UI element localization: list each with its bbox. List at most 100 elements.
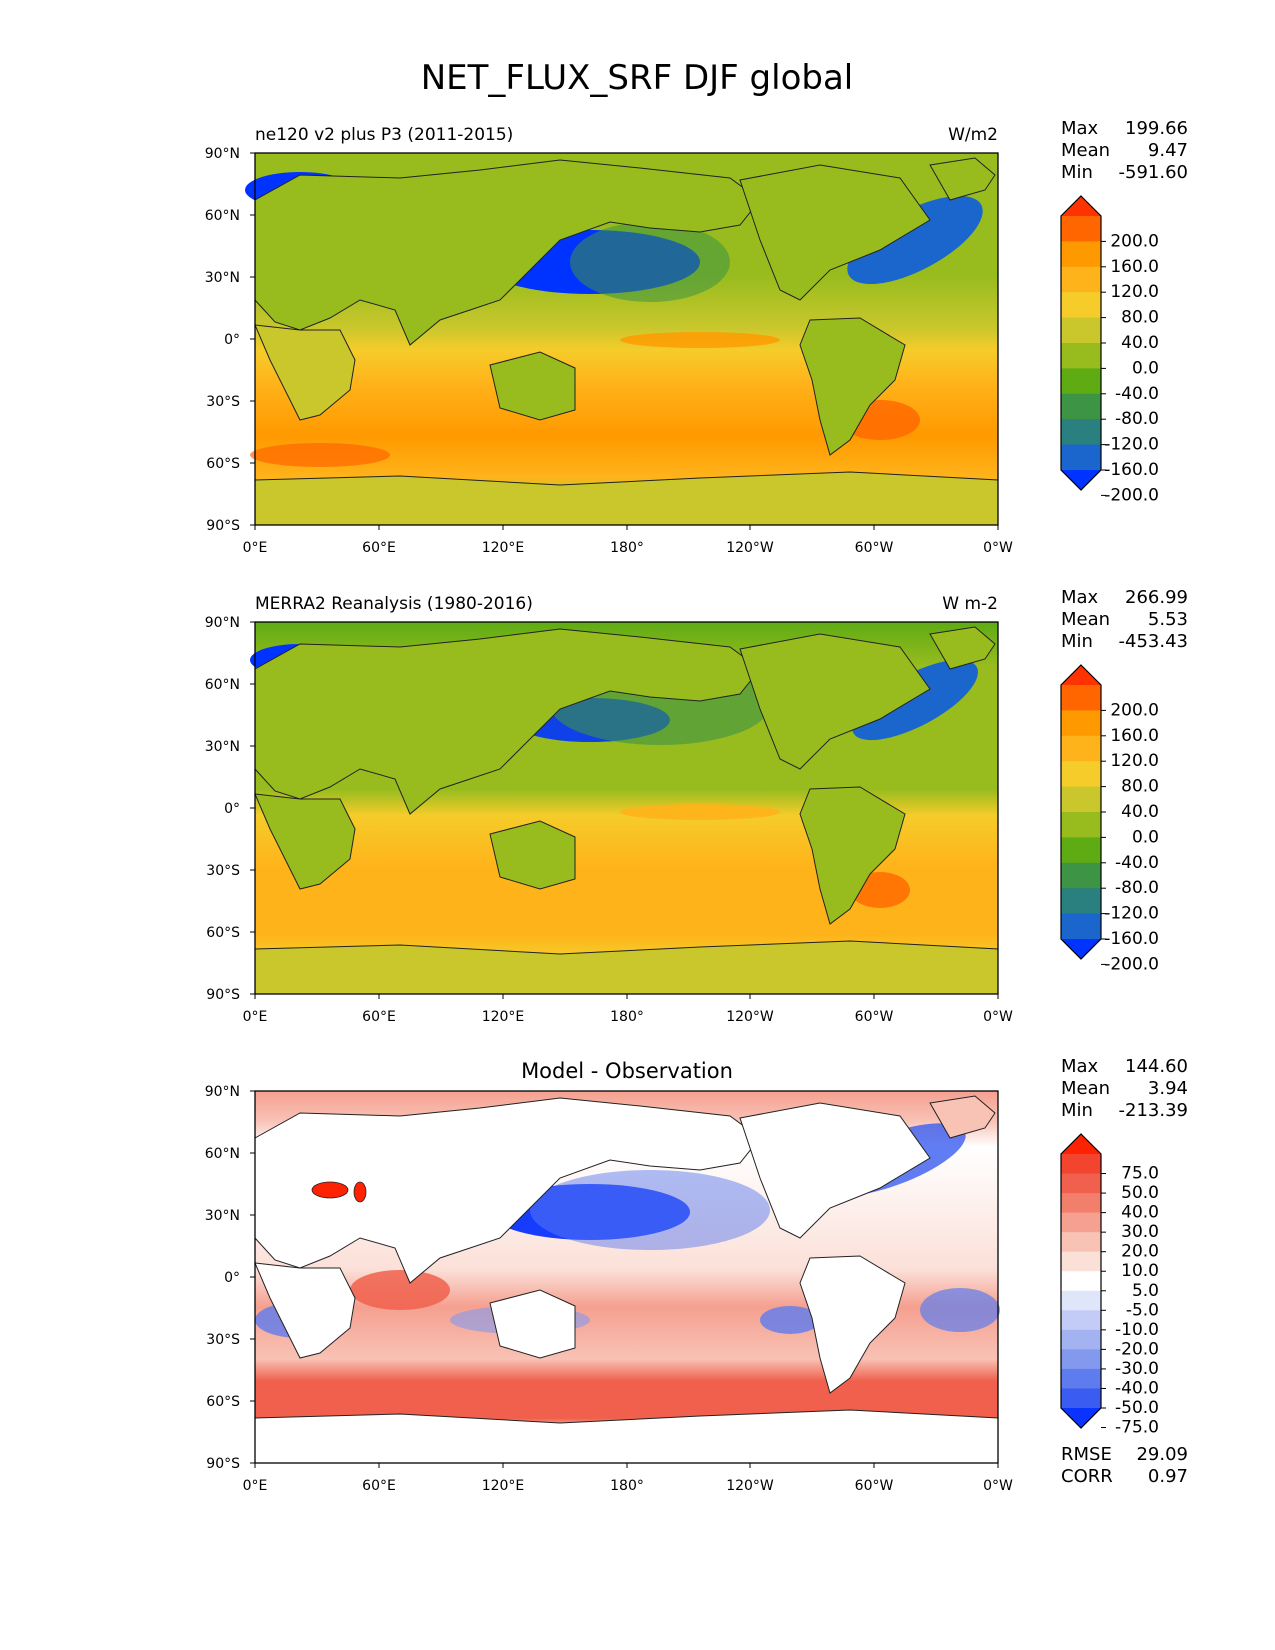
colorbar-swatch (1061, 419, 1101, 446)
ytick-label: 90°S (206, 1456, 240, 1472)
colorbar-tick-label: -40.0 (1115, 384, 1159, 404)
ytick-label: 30°S (206, 1332, 240, 1348)
stat-mean-value: 3.94 (1148, 1078, 1188, 1099)
colorbar-tick-label: -30.0 (1115, 1359, 1159, 1379)
stat-min-label: Min (1061, 1100, 1093, 1121)
panel-model-yticks: 90°N 60°N 30°N 0° 30°S 60°S 90°S (205, 146, 255, 534)
xtick-label: 180° (610, 540, 644, 556)
xtick-label: 60°W (855, 540, 894, 556)
panel-obs-title: MERRA2 Reanalysis (1980-2016) (255, 594, 533, 614)
colorbar-tick-label: 120.0 (1110, 751, 1159, 771)
colorbar-swatch (1061, 317, 1101, 344)
colorbar-outline (1060, 1133, 1102, 1429)
colorbar-extend-min (1061, 939, 1101, 959)
colorbar-swatch (1061, 786, 1101, 813)
ytick-label: 0° (224, 1270, 240, 1286)
colorbar-swatch (1061, 1349, 1101, 1370)
ytick-label: 60°N (205, 208, 240, 224)
panel-model-map (245, 152, 999, 526)
colorbar-outline (1060, 664, 1102, 960)
colorbar-tick-label: 200.0 (1110, 231, 1159, 251)
colorbar-swatch (1061, 1271, 1101, 1292)
xtick-label: 60°W (855, 1478, 894, 1494)
colorbar-tick-label: -160.0 (1104, 929, 1159, 949)
colorbar-swatch (1061, 913, 1101, 940)
panel-diff-stats: Max 144.60 Mean 3.94 Min -213.39 (1061, 1056, 1188, 1121)
panel-model-units: W/m2 (948, 125, 998, 145)
ytick-label: 0° (224, 332, 240, 348)
ytick-label: 30°N (205, 1208, 240, 1224)
corr-value: 0.97 (1148, 1466, 1188, 1487)
panel-obs: MERRA2 Reanalysis (1980-2016) W m-2 (205, 587, 1188, 1025)
continents (254, 157, 999, 526)
xtick-label: 0°E (243, 540, 268, 556)
colorbar-tick-label: -200.0 (1104, 954, 1159, 974)
colorbar-swatch (1061, 735, 1101, 762)
colorbar-swatch (1061, 1173, 1101, 1194)
panel-diff-xticks: 0°E 60°E 120°E 180° 120°W 60°W 0°W (243, 1463, 1013, 1494)
corr-label: CORR (1061, 1466, 1113, 1487)
stat-min-value: -213.39 (1119, 1100, 1188, 1121)
ytick-label: 60°S (206, 925, 240, 941)
xtick-label: 120°E (482, 1478, 525, 1494)
colorbar-swatch (1061, 1212, 1101, 1233)
colorbar-swatch (1061, 1329, 1101, 1350)
colorbar-swatch (1061, 862, 1101, 889)
continents (254, 626, 999, 995)
colorbar-tick-label: 20.0 (1121, 1242, 1159, 1262)
stat-max-value: 266.99 (1125, 587, 1188, 608)
colorbar-tick-label: -160.0 (1104, 460, 1159, 480)
panel-model-stats: Max 199.66 Mean 9.47 Min -591.60 (1061, 118, 1188, 183)
colorbar-swatch (1061, 368, 1101, 395)
colorbar-tick-label: -40.0 (1115, 853, 1159, 873)
panel-obs-colorbar: 200.0 160.0 120.0 80.0 40.0 0.0 -40.0 -80.0 -120… (1060, 664, 1159, 974)
xtick-label: 60°W (855, 1009, 894, 1025)
xtick-label: 60°E (362, 540, 396, 556)
colorbar-extend-max (1061, 196, 1101, 216)
rmse-value: 29.09 (1136, 1444, 1188, 1465)
colorbar-tick-label: -80.0 (1115, 878, 1159, 898)
gulf-stream-low (847, 195, 983, 285)
xtick-label: 60°E (362, 1478, 396, 1494)
stat-max-label: Max (1061, 587, 1099, 608)
xtick-label: 120°E (482, 540, 525, 556)
colorbar-tick-label: -40.0 (1115, 1378, 1159, 1398)
stat-mean-value: 9.47 (1148, 140, 1188, 161)
colorbar-swatch (1061, 1232, 1101, 1253)
stat-max-value: 199.66 (1125, 118, 1188, 139)
colorbar-tick-label: 80.0 (1121, 308, 1159, 328)
stat-max-label: Max (1061, 118, 1099, 139)
stat-mean-label: Mean (1061, 609, 1110, 630)
panel-model: ne120 v2 plus P3 (2011-2015) W/m2 (205, 118, 1188, 556)
colorbar-tick-label: 0.0 (1132, 827, 1159, 847)
colorbar-swatch (1061, 1388, 1101, 1409)
colorbar-swatch (1061, 1193, 1101, 1214)
colorbar-swatch (1061, 292, 1101, 319)
ytick-label: 60°S (206, 456, 240, 472)
ytick-label: 30°S (206, 394, 240, 410)
colorbar-extend-max (1061, 1134, 1101, 1154)
colorbar-swatch (1061, 1154, 1101, 1175)
colorbar-extend-min (1061, 470, 1101, 490)
colorbar-tick-label: -120.0 (1104, 904, 1159, 924)
colorbar-extend-min (1061, 1408, 1101, 1428)
ytick-label: 90°N (205, 615, 240, 631)
colorbar-swatch (1061, 1368, 1101, 1389)
panel-model-colorbar: 200.0 160.0 120.0 80.0 40.0 0.0 -40.0 -80.0 -120… (1060, 195, 1159, 505)
colorbar-tick-label: 75.0 (1121, 1164, 1159, 1184)
xtick-label: 180° (610, 1009, 644, 1025)
colorbar-swatch (1061, 266, 1101, 293)
colorbar-tick-label: 120.0 (1110, 282, 1159, 302)
ytick-label: 60°N (205, 1146, 240, 1162)
panel-obs-units: W m-2 (942, 594, 998, 614)
colorbar-tick-label: 200.0 (1110, 700, 1159, 720)
colorbar-tick-label: 40.0 (1121, 1203, 1159, 1223)
colorbar-tick-label: -50.0 (1115, 1398, 1159, 1418)
panel-diff-map (254, 1090, 1000, 1464)
xtick-label: 0°W (983, 1009, 1013, 1025)
ytick-label: 90°N (205, 1084, 240, 1100)
xtick-label: 0°E (243, 1009, 268, 1025)
panel-diff-metrics: RMSE 29.09 CORR 0.97 (1061, 1444, 1188, 1487)
panel-diff-yticks: 90°N 60°N 30°N 0° 30°S 60°S 90°S (205, 1084, 255, 1472)
